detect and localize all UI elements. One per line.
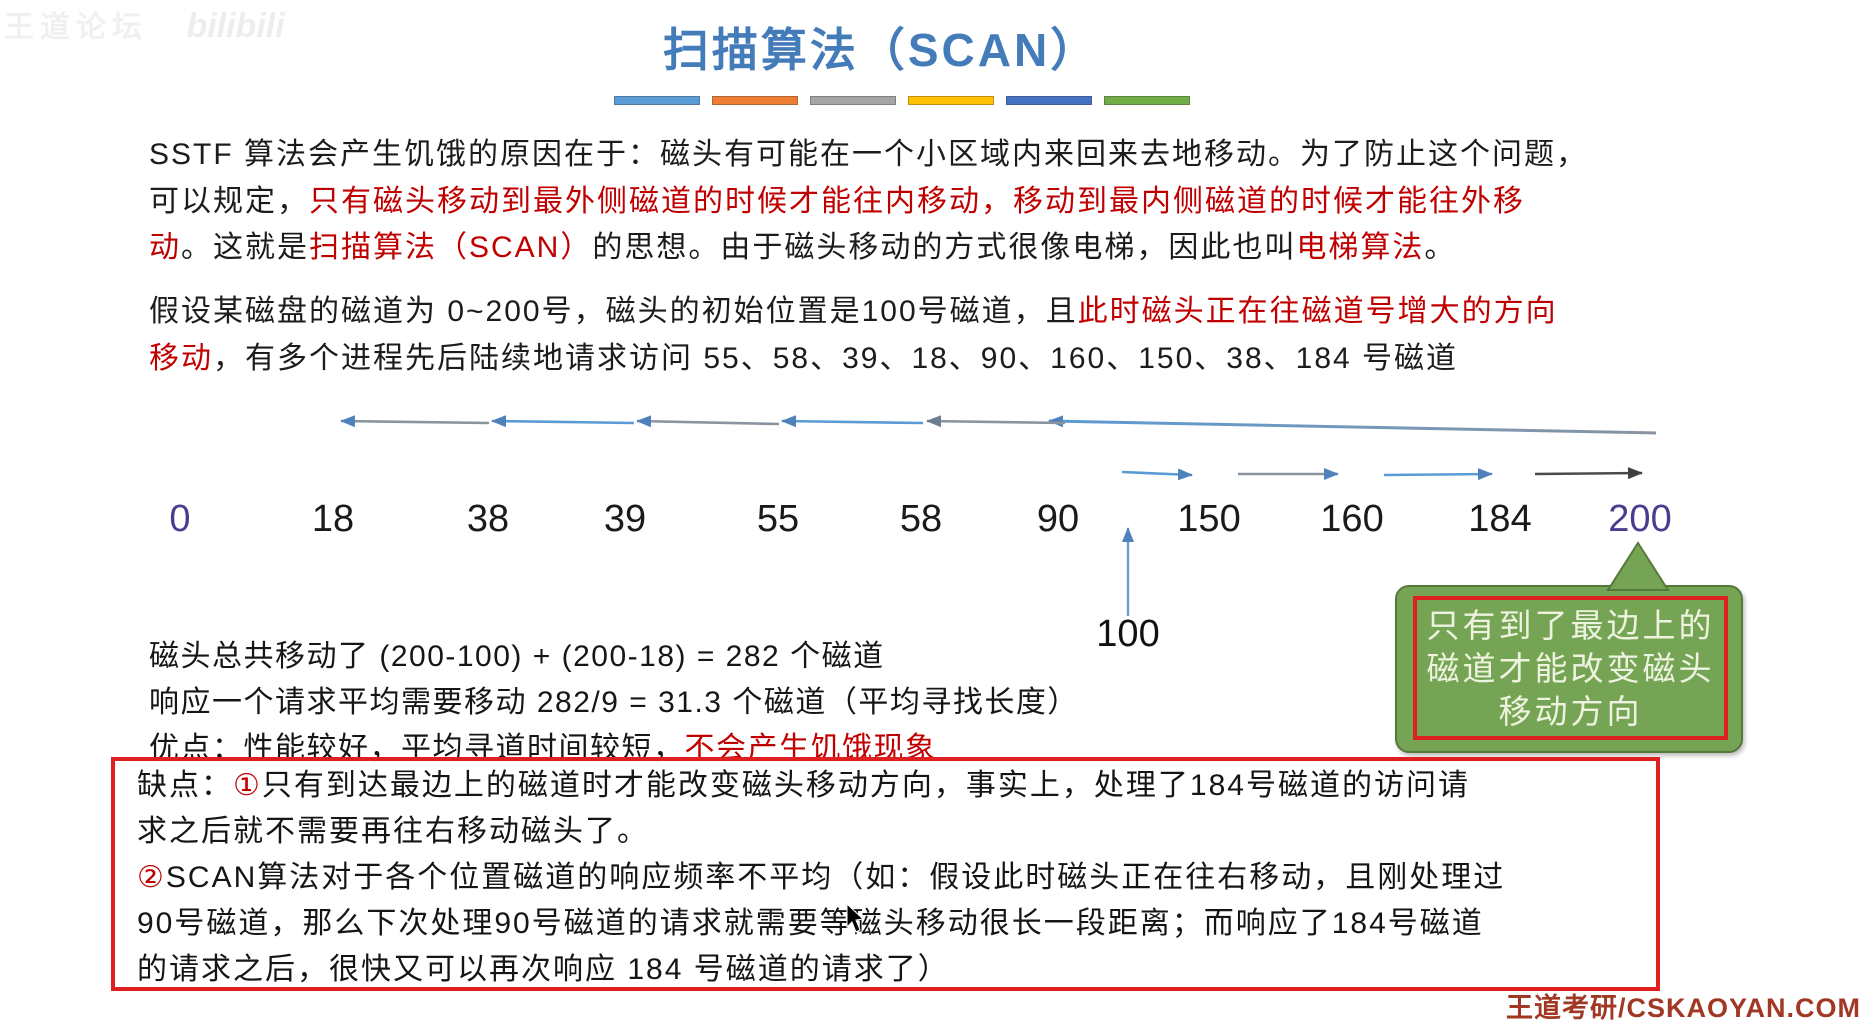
title-bar (1006, 96, 1092, 105)
track-label-38: 38 (466, 498, 510, 540)
top-left-watermark: 王道论坛 bilibili (4, 2, 285, 46)
arrow-39-to-38 (491, 415, 635, 428)
title-bar (712, 96, 798, 105)
track-label-160: 160 (1320, 498, 1384, 540)
cons-text: 缺点：①只有到达最边上的磁道时才能改变磁头移动方向，事实上，处理了184号磁道的… (137, 769, 1506, 986)
result-stats: 磁头总共移动了 (200-100) + (200-18) = 282 个磁道 响… (149, 634, 1079, 772)
example-line-1: 假设某磁盘的磁道为 0~200号，磁头的初始位置是100号磁道，且此时磁头正在往… (149, 295, 1558, 328)
arrow-55-to-39 (636, 415, 780, 428)
track-label-58: 58 (899, 498, 943, 540)
track-label-184: 184 (1468, 498, 1532, 540)
title-bar (908, 96, 994, 105)
track-label-39: 39 (603, 498, 647, 540)
cons-box: 缺点：①只有到达最边上的磁道时才能改变磁头移动方向，事实上，处理了184号磁道的… (111, 757, 1660, 991)
head-start-label: 100 (1096, 613, 1160, 655)
total-movement-line: 磁头总共移动了 (200-100) + (200-18) = 282 个磁道 (149, 640, 885, 673)
average-seek-line: 响应一个请求平均需要移动 282/9 = 31.3 个磁道（平均寻找长度） (149, 686, 1079, 719)
track-label-55: 55 (756, 498, 800, 540)
track-label-150: 150 (1177, 498, 1241, 540)
arrow-184-to-200 (1534, 467, 1643, 480)
title-bar (810, 96, 896, 105)
title-bar (614, 96, 700, 105)
cskaoyan-watermark: 王道考研/CSKAOYAN.COM (1505, 993, 1861, 1023)
title-bar (1104, 96, 1190, 105)
edge-track-callout: 只有到了最边上的 磁道才能改变磁头 移动方向 (1395, 541, 1743, 753)
right-sweep-arrows (1121, 467, 1643, 481)
wangdao-logo: 王道论坛 (4, 11, 148, 44)
callout-pointer-triangle (1606, 541, 1670, 591)
left-sweep-arrows (340, 415, 1657, 435)
intro-paragraph: SSTF 算法会产生饥饿的原因在于：磁头有可能在一个小区域内来回来去地移动。为了… (149, 132, 1749, 272)
example-paragraph: 假设某磁盘的磁道为 0~200号，磁头的初始位置是100号磁道，且此时磁头正在往… (149, 289, 1749, 382)
bilibili-logo: bilibili (186, 7, 285, 45)
arrow-200-to-90 (1048, 415, 1657, 435)
track-label-90: 90 (1036, 498, 1080, 540)
title-underline-bars (614, 96, 1190, 105)
track-label-200: 200 (1608, 498, 1672, 540)
arrow-160-to-184 (1383, 468, 1493, 481)
intro-line-1: SSTF 算法会产生饥饿的原因在于：磁头有可能在一个小区域内来回来去地移动。为了… (149, 138, 1589, 171)
intro-line-3: 动。这就是扫描算法（SCAN）的思想。由于磁头移动的方式很像电梯，因此也叫电梯算… (149, 231, 1457, 264)
example-line-2: 移动，有多个进程先后陆续地请求访问 55、58、39、18、90、160、150… (149, 341, 1459, 375)
arrow-100-to-150 (1121, 468, 1193, 481)
intro-line-2: 可以规定，只有磁头移动到最外侧磁道的时候才能往内移动，移动到最内侧磁道的时候才能… (149, 184, 1525, 218)
callout-text: 只有到了最边上的 磁道才能改变磁头 移动方向 (1413, 596, 1728, 740)
track-label-0: 0 (169, 498, 191, 540)
arrow-38-to-18 (340, 415, 490, 428)
arrow-90-to-58 (926, 415, 1066, 428)
page-title: 扫描算法（SCAN） (662, 24, 1100, 76)
track-label-18: 18 (311, 498, 355, 540)
arrow-58-to-55 (781, 415, 924, 428)
mouse-cursor[interactable] (846, 903, 870, 935)
